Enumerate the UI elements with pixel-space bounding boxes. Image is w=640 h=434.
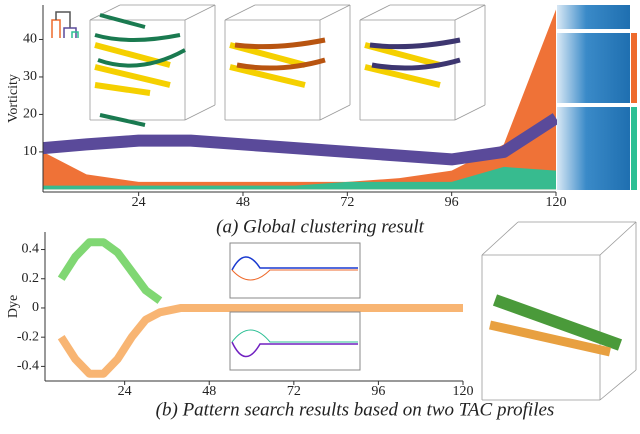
y-tick-label: 20	[23, 107, 37, 122]
3d-views	[90, 5, 485, 125]
y-tick-label: 40	[23, 32, 37, 47]
y-tick-label: 0	[32, 300, 39, 315]
x-tick-label: 48	[236, 195, 250, 210]
x-tick-label: 48	[202, 384, 216, 399]
y-tick-label: 10	[23, 144, 37, 159]
figure: 0.4 0.2 0 -0.2 -0.4 24 48 72 96 120 Dye (b) Pattern…	[0, 0, 640, 434]
x-tick-label: 120	[453, 384, 474, 399]
x-tick-label: 72	[287, 384, 301, 399]
y-axis-label: Vorticity	[6, 74, 21, 123]
y-tick-label: -0.2	[17, 329, 39, 344]
y-tick-label: 30	[23, 69, 37, 84]
dendrogram-icon	[52, 12, 78, 38]
series-line	[61, 242, 160, 300]
x-tick-label: 120	[546, 195, 567, 210]
x-tick-label: 96	[445, 195, 459, 210]
y-tick-label: 0.2	[22, 271, 40, 286]
series-area	[43, 9, 556, 189]
x-tick-label: 96	[371, 384, 385, 399]
y-tick-label: -0.4	[17, 359, 39, 374]
y-axis-label: Dye	[6, 295, 21, 318]
chart: 0.4 0.2 0 -0.2 -0.4 24 48 72 96 120 Dye (b) Pattern…	[6, 232, 554, 420]
3d-view-b	[482, 222, 636, 400]
x-tick-label: 72	[340, 195, 354, 210]
x-tick-label: 24	[132, 195, 146, 210]
series-band	[43, 118, 556, 159]
y-tick-label: 0.4	[22, 242, 40, 257]
x-tick-label: 24	[118, 384, 132, 399]
series-line	[61, 308, 463, 374]
caption: (b) Pattern search results based on two …	[156, 399, 555, 420]
caption: (a) Global clustering result	[216, 216, 424, 237]
heatmaps	[557, 5, 637, 190]
